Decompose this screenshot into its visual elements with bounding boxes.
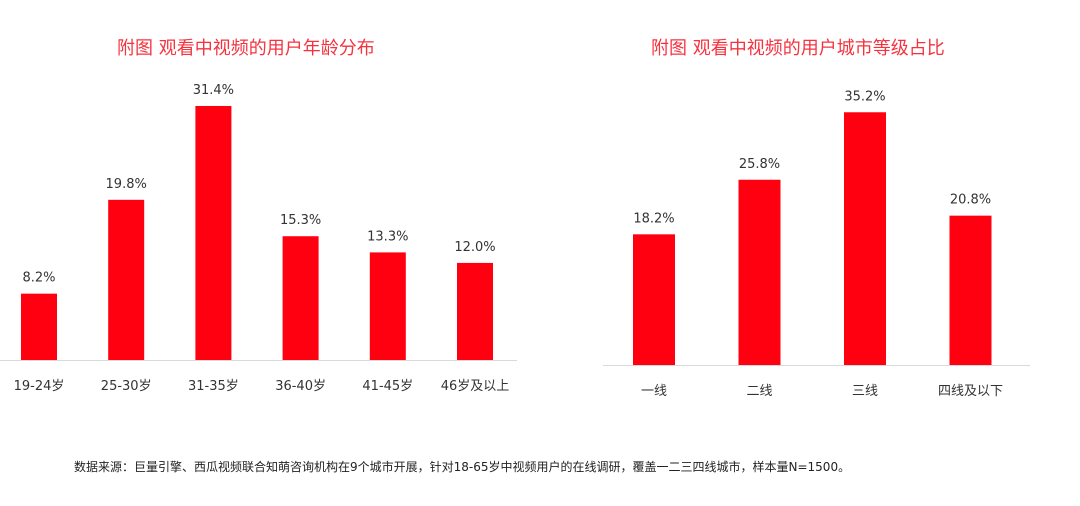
age-bar	[282, 236, 319, 360]
city-data-label: 20.8%	[950, 193, 991, 208]
city-data-label: 35.2%	[844, 89, 885, 104]
source-footnote: 数据来源：巨量引擎、西瓜视频联合知萌咨询机构在9个城市开展，针对18-65岁中视…	[74, 460, 851, 474]
city-bar	[633, 234, 675, 365]
age-category-label: 25-30岁	[101, 379, 152, 394]
age-category-label: 36-40岁	[275, 379, 326, 394]
city-bar	[949, 215, 992, 365]
age-bar	[195, 105, 232, 360]
age-category-label: 41-45岁	[362, 379, 413, 394]
city-category-label: 四线及以下	[938, 384, 1003, 399]
age-data-label: 31.4%	[193, 83, 234, 98]
city-category-label: 二线	[746, 384, 772, 399]
age-bar	[21, 293, 57, 360]
age-category-label: 19-24岁	[14, 379, 65, 394]
age-bar	[457, 262, 493, 360]
city-chart-title: 附图 观看中视频的用户城市等级占比	[651, 38, 945, 59]
age-bar	[108, 199, 145, 360]
city-category-label: 三线	[852, 384, 878, 399]
age-data-label: 13.3%	[367, 229, 408, 244]
city-category-label: 一线	[641, 384, 667, 399]
city-chart: 18.2% 一线 25.8% 二线 35.2% 三线 20.8% 四线及以下	[603, 89, 1030, 399]
age-category-label: 46岁及以上	[441, 379, 510, 394]
age-data-label: 8.2%	[22, 271, 55, 286]
age-data-label: 15.3%	[280, 213, 321, 228]
city-bar	[738, 179, 781, 365]
age-data-label: 19.8%	[106, 177, 147, 192]
age-data-label: 12.0%	[454, 240, 495, 255]
age-bar	[369, 252, 406, 360]
city-bar	[844, 112, 886, 365]
city-data-label: 25.8%	[739, 157, 780, 172]
age-chart-title: 附图 观看中视频的用户年龄分布	[117, 38, 375, 59]
age-category-label: 31-35岁	[188, 379, 239, 394]
city-data-label: 18.2%	[633, 211, 674, 226]
age-chart: 8.2% 19-24岁 19.8% 25-30岁 31.4% 31-35岁 15.3% 36-…	[0, 83, 517, 394]
